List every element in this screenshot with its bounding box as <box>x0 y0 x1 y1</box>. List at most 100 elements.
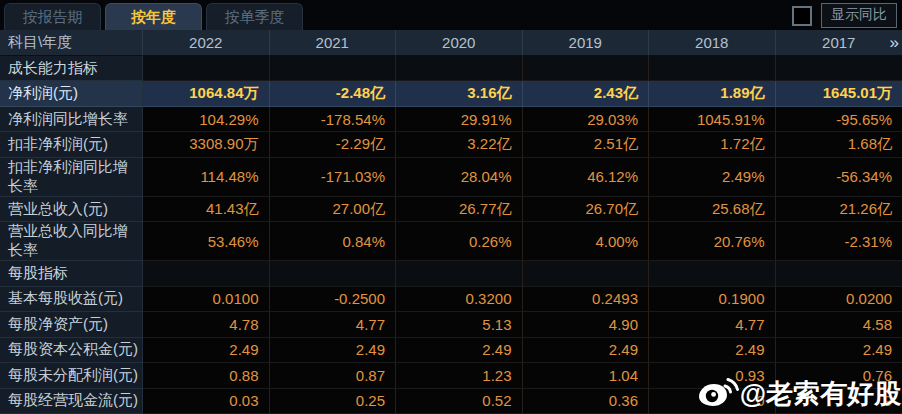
table-row: 成长能力指标 <box>0 56 902 81</box>
table-row: 每股净资产(元) 4.784.775.134.904.774.58 <box>0 312 902 337</box>
table-cell[interactable]: 2.51亿 <box>523 132 650 157</box>
table-row: 每股指标 <box>0 261 902 286</box>
table-cell[interactable]: 29.91% <box>396 107 523 132</box>
table-cell[interactable]: 21.26亿 <box>776 197 902 222</box>
table-cell[interactable]: 2.49 <box>776 338 902 363</box>
yoy-controls: 显示同比 <box>792 3 897 28</box>
table-cell[interactable]: 29.03% <box>523 107 650 132</box>
table-cell[interactable]: 2.49% <box>649 158 776 197</box>
table-cell[interactable]: 9 <box>776 389 902 414</box>
table-cell <box>270 261 397 286</box>
table-row: 净利润同比增长率 104.29%-178.54%29.91%29.03%1045… <box>0 107 902 132</box>
table-cell[interactable]: 2.49 <box>143 338 270 363</box>
table-cell[interactable]: -178.54% <box>270 107 397 132</box>
table-cell[interactable]: 4.00% <box>523 222 650 261</box>
table-cell[interactable]: 2.43亿 <box>523 81 650 106</box>
row-label[interactable]: 基本每股收益(元) <box>0 287 143 312</box>
table-cell[interactable]: 3.22亿 <box>396 132 523 157</box>
row-label[interactable]: 扣非净利润同比增长率 <box>0 158 143 197</box>
table-cell[interactable]: -171.03% <box>270 158 397 197</box>
table-cell[interactable]: 4.77 <box>649 312 776 337</box>
table-cell[interactable]: 27.00亿 <box>270 197 397 222</box>
show-yoy-checkbox[interactable] <box>792 6 812 26</box>
tab-by-quarter[interactable]: 按单季度 <box>206 3 303 30</box>
row-label[interactable]: 净利润同比增长率 <box>0 107 143 132</box>
table-body: 成长能力指标 净利润(元) 1064.84万-2.48亿3.16亿2.43亿1.… <box>0 56 902 414</box>
table-cell[interactable]: 0.87 <box>270 363 397 388</box>
table-cell[interactable]: 1645.01万 <box>776 81 902 106</box>
table-cell[interactable]: 41.43亿 <box>143 197 270 222</box>
table-cell[interactable]: -56.34% <box>776 158 902 197</box>
table-cell[interactable]: 0.76 <box>776 363 902 388</box>
table-cell[interactable]: 2.49 <box>270 338 397 363</box>
row-label[interactable]: 净利润(元) <box>0 81 143 106</box>
table-cell[interactable]: 104.29% <box>143 107 270 132</box>
table-cell[interactable]: 5.13 <box>396 312 523 337</box>
table-cell[interactable]: 0.52 <box>396 389 523 414</box>
row-label[interactable]: 每股经营现金流(元) <box>0 389 143 414</box>
table-cell[interactable]: 1.89亿 <box>649 81 776 106</box>
table-cell[interactable]: 3308.90万 <box>143 132 270 157</box>
tab-by-report-period[interactable]: 按报告期 <box>4 3 101 30</box>
table-cell[interactable]: 0.26% <box>396 222 523 261</box>
financial-table: 科目\年度 2022 2021 2020 2019 2018 2017 » 成长… <box>0 30 902 414</box>
table-cell[interactable]: 2.49 <box>649 338 776 363</box>
table-cell[interactable]: 0.3200 <box>396 287 523 312</box>
table-cell[interactable]: 1.68亿 <box>776 132 902 157</box>
table-cell[interactable]: -2.29亿 <box>270 132 397 157</box>
table-cell[interactable]: -2.31% <box>776 222 902 261</box>
table-cell <box>649 261 776 286</box>
table-cell[interactable]: 4.90 <box>523 312 650 337</box>
year-header-2017: 2017 » <box>776 30 902 56</box>
table-cell <box>270 56 397 81</box>
table-cell[interactable]: 53.46% <box>143 222 270 261</box>
table-cell <box>523 261 650 286</box>
tab-by-year[interactable]: 按年度 <box>105 3 202 30</box>
table-cell[interactable]: 1.72亿 <box>649 132 776 157</box>
row-label[interactable]: 每股未分配利润(元) <box>0 363 143 388</box>
table-cell[interactable]: 2.49 <box>396 338 523 363</box>
table-cell[interactable]: 26.77亿 <box>396 197 523 222</box>
table-cell[interactable]: 0.0100 <box>143 287 270 312</box>
show-yoy-button[interactable]: 显示同比 <box>821 3 897 28</box>
table-cell[interactable]: 0.2493 <box>523 287 650 312</box>
table-cell[interactable]: 0.03 <box>143 389 270 414</box>
table-cell[interactable]: 114.48% <box>143 158 270 197</box>
table-row: 营业总收入(元) 41.43亿27.00亿26.77亿26.70亿25.68亿2… <box>0 197 902 222</box>
row-label[interactable]: 每股净资产(元) <box>0 312 143 337</box>
row-label[interactable]: 营业总收入同比增长率 <box>0 222 143 261</box>
table-cell[interactable]: 0.0200 <box>776 287 902 312</box>
table-cell[interactable]: 1.04 <box>523 363 650 388</box>
table-cell[interactable]: 4.78 <box>143 312 270 337</box>
row-label[interactable]: 每股资本公积金(元) <box>0 338 143 363</box>
table-cell[interactable]: 0.1900 <box>649 287 776 312</box>
more-years-icon[interactable]: » <box>890 30 897 55</box>
table-cell[interactable]: 0 <box>649 389 776 414</box>
table-cell[interactable]: 1.23 <box>396 363 523 388</box>
table-cell[interactable]: 0.36 <box>523 389 650 414</box>
table-cell[interactable]: 3.16亿 <box>396 81 523 106</box>
table-cell[interactable]: 20.76% <box>649 222 776 261</box>
row-label: 每股指标 <box>0 261 143 286</box>
table-cell[interactable]: 0.88 <box>143 363 270 388</box>
table-cell[interactable]: -0.2500 <box>270 287 397 312</box>
table-cell[interactable]: 4.58 <box>776 312 902 337</box>
table-cell[interactable]: 28.04% <box>396 158 523 197</box>
table-cell[interactable]: 2.49 <box>523 338 650 363</box>
table-cell[interactable]: 26.70亿 <box>523 197 650 222</box>
table-cell[interactable]: 0.25 <box>270 389 397 414</box>
table-cell[interactable]: -2.48亿 <box>270 81 397 106</box>
table-cell[interactable]: 0.84% <box>270 222 397 261</box>
table-cell[interactable]: 25.68亿 <box>649 197 776 222</box>
table-cell[interactable]: 46.12% <box>523 158 650 197</box>
row-label[interactable]: 营业总收入(元) <box>0 197 143 222</box>
table-cell[interactable]: 1064.84万 <box>143 81 270 106</box>
table-cell[interactable]: 1045.91% <box>649 107 776 132</box>
row-label[interactable]: 扣非净利润(元) <box>0 132 143 157</box>
table-cell[interactable]: 0.93 <box>649 363 776 388</box>
table-cell <box>776 56 902 81</box>
table-cell[interactable]: -95.65% <box>776 107 902 132</box>
year-header-2017-label: 2017 <box>822 34 855 51</box>
table-cell[interactable]: 4.77 <box>270 312 397 337</box>
table-row: 营业总收入同比增长率 53.46%0.84%0.26%4.00%20.76%-2… <box>0 222 902 261</box>
